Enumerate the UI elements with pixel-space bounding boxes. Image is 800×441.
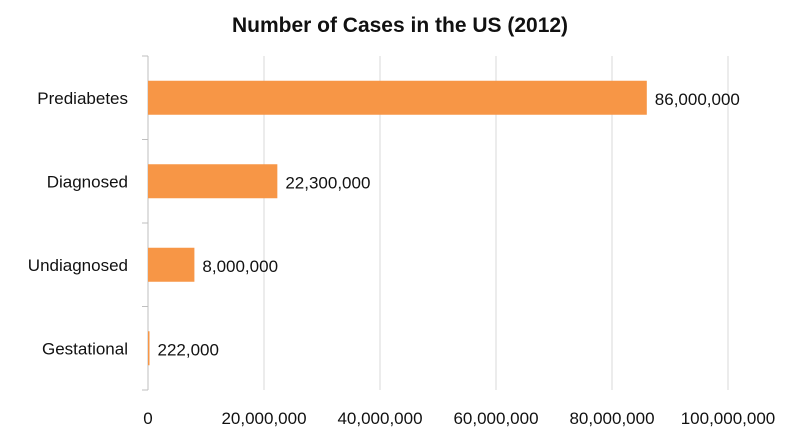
labels: 0 20,000,000 40,000,000 60,000,000 80,000,00… bbox=[28, 89, 775, 428]
data-label: 8,000,000 bbox=[202, 257, 278, 276]
category-label: Undiagnosed bbox=[28, 256, 128, 275]
category-label: Gestational bbox=[42, 339, 128, 358]
bar-diagnosed bbox=[148, 164, 278, 199]
x-tick-label: 100,000,000 bbox=[681, 409, 776, 428]
data-label: 22,300,000 bbox=[285, 173, 370, 192]
bar-gestational bbox=[148, 331, 150, 366]
axes bbox=[142, 55, 149, 391]
x-tick-label: 60,000,000 bbox=[453, 409, 538, 428]
data-label: 86,000,000 bbox=[655, 90, 740, 109]
bar-undiagnosed bbox=[148, 247, 195, 282]
x-tick-label: 40,000,000 bbox=[337, 409, 422, 428]
x-tick-label: 0 bbox=[143, 409, 152, 428]
chart-title: Number of Cases in the US (2012) bbox=[231, 14, 569, 37]
x-tick-label: 20,000,000 bbox=[221, 409, 306, 428]
x-tick-label: 80,000,000 bbox=[569, 409, 654, 428]
bar-prediabetes bbox=[148, 80, 647, 115]
category-label: Prediabetes bbox=[37, 89, 128, 108]
gridlines bbox=[263, 56, 729, 390]
data-label: 222,000 bbox=[158, 340, 219, 359]
bars bbox=[148, 80, 647, 366]
category-label: Diagnosed bbox=[47, 172, 128, 191]
